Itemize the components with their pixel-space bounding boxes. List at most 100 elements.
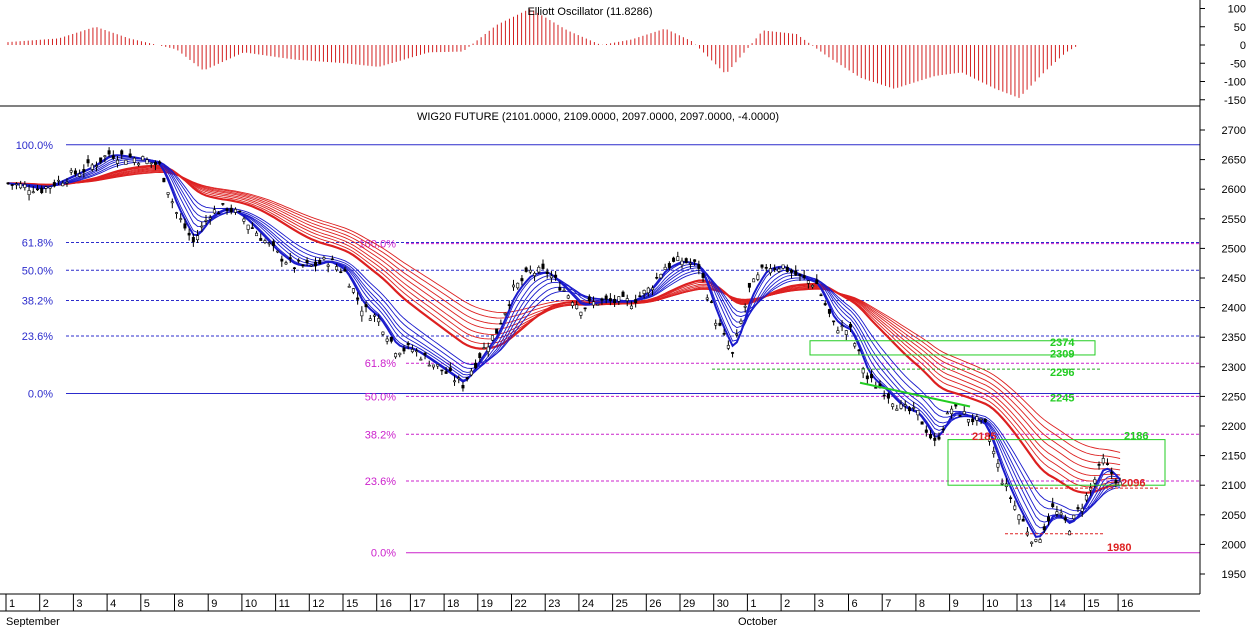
date-tick-label: 25 [616, 598, 628, 610]
price-bar-body [52, 182, 56, 187]
price-bar-body [255, 232, 259, 237]
price-bar-body [760, 264, 764, 268]
fast-ma-line [7, 158, 1121, 519]
price-bar-body [1038, 539, 1042, 543]
date-tick-label: 6 [852, 598, 858, 610]
target-label-2186: 2186 [1124, 430, 1148, 442]
date-tick-label: 9 [953, 598, 959, 610]
price-bar-body [528, 269, 532, 273]
price-bar-body [444, 371, 448, 374]
price-bar-body [326, 264, 330, 267]
price-bar-body [364, 304, 368, 308]
price-bar-body [790, 269, 794, 273]
price-bar-body [891, 403, 895, 407]
price-bar-body [634, 299, 638, 304]
date-tick-label: 12 [312, 598, 324, 610]
date-tick-label: 26 [649, 598, 661, 610]
slow-ma-line [8, 169, 1121, 471]
price-bar-body [688, 262, 692, 265]
price-bar-body [69, 170, 73, 173]
slow-ma-line [8, 171, 1121, 453]
oscillator-histogram [7, 8, 1077, 98]
price-bar-body [351, 288, 355, 293]
price-bar-body [899, 403, 903, 409]
price-bar-body [271, 241, 275, 247]
fib-label: 0.0% [371, 548, 396, 560]
price-bar-body [865, 375, 869, 380]
price-bar-body [958, 415, 962, 417]
price-bar-body [848, 323, 852, 328]
price-bar-body [1055, 511, 1059, 515]
price-bar-body [781, 264, 785, 269]
price-bar-body [1046, 516, 1050, 522]
price-bar-body [183, 223, 187, 229]
price-bar-body [836, 330, 840, 334]
price-bar-body [752, 278, 756, 283]
price-bar-body [448, 367, 452, 372]
price-bar-body [672, 257, 676, 262]
price-bar-body [427, 364, 431, 367]
price-bar-body [212, 209, 216, 214]
price-bar-body [301, 264, 305, 267]
date-tick-label: 22 [515, 598, 527, 610]
price-bar-body [111, 155, 115, 159]
price-bar-body [907, 407, 911, 412]
fib-label: 38.2% [365, 429, 396, 441]
price-bar-body [250, 227, 254, 229]
target-label-2096: 2096 [1121, 478, 1145, 490]
price-bar-body [120, 150, 124, 155]
date-tick-label: 2 [43, 598, 49, 610]
date-tick-label: 1 [9, 598, 15, 610]
price-bar-body [116, 159, 120, 164]
level-label: 0.0% [28, 388, 53, 400]
price-bar-body [583, 307, 587, 310]
price-bar-body [912, 407, 916, 409]
price-bar-body [314, 261, 318, 267]
price-bar-body [646, 287, 650, 294]
price-bar-body [739, 320, 743, 324]
price-bar-body [229, 207, 233, 213]
price-bar-body [625, 298, 629, 302]
price-bar-body [503, 312, 507, 315]
price-bar-body [394, 353, 398, 358]
price-bar-body [495, 328, 499, 334]
price-chart-title: WIG20 FUTURE (2101.0000, 2109.0000, 2097… [417, 111, 779, 123]
oscillator-title: Elliott Oscillator (11.8286) [527, 6, 652, 18]
price-bar-body [558, 287, 562, 291]
price-bar-body [823, 303, 827, 306]
level-label: 23.6% [22, 331, 53, 343]
price-bar-body [1110, 471, 1114, 474]
price-bar-body [1017, 514, 1021, 520]
price-bar-body [242, 218, 246, 222]
date-tick-label: 19 [481, 598, 493, 610]
date-tick-label: 14 [1054, 598, 1066, 610]
price-bar-body [1097, 463, 1101, 466]
target-label-1980: 1980 [1107, 542, 1131, 554]
fast-ma-line [7, 157, 1121, 523]
price-bar-body [410, 349, 414, 353]
retracement-levels: 100.0%61.8%50.0%38.2%23.6%0.0%100.0%61.8… [16, 140, 1200, 560]
price-bar-body [65, 181, 69, 184]
price-bar-body [1093, 479, 1097, 484]
price-bar-body [756, 274, 760, 280]
price-bar-body [966, 418, 970, 423]
price-bar-body [924, 429, 928, 433]
price-bar-body [743, 305, 747, 308]
price-bar-body [533, 272, 537, 276]
price-bar-body [773, 268, 777, 270]
price-bar-body [440, 369, 444, 372]
price-bar-body [191, 237, 195, 243]
price-bar-body [819, 294, 823, 297]
price-bar-body [600, 298, 604, 301]
price-bar-body [158, 161, 162, 164]
price-bar-body [886, 393, 890, 399]
price-bar-body [423, 352, 427, 356]
fast-ma-line [7, 159, 1121, 516]
price-bar-body [19, 183, 23, 189]
price-bar-body [524, 267, 528, 272]
price-bars [6, 147, 1122, 547]
price-bar-body [330, 258, 334, 261]
date-tick-label: 10 [986, 598, 998, 610]
price-bar-body [718, 322, 722, 326]
